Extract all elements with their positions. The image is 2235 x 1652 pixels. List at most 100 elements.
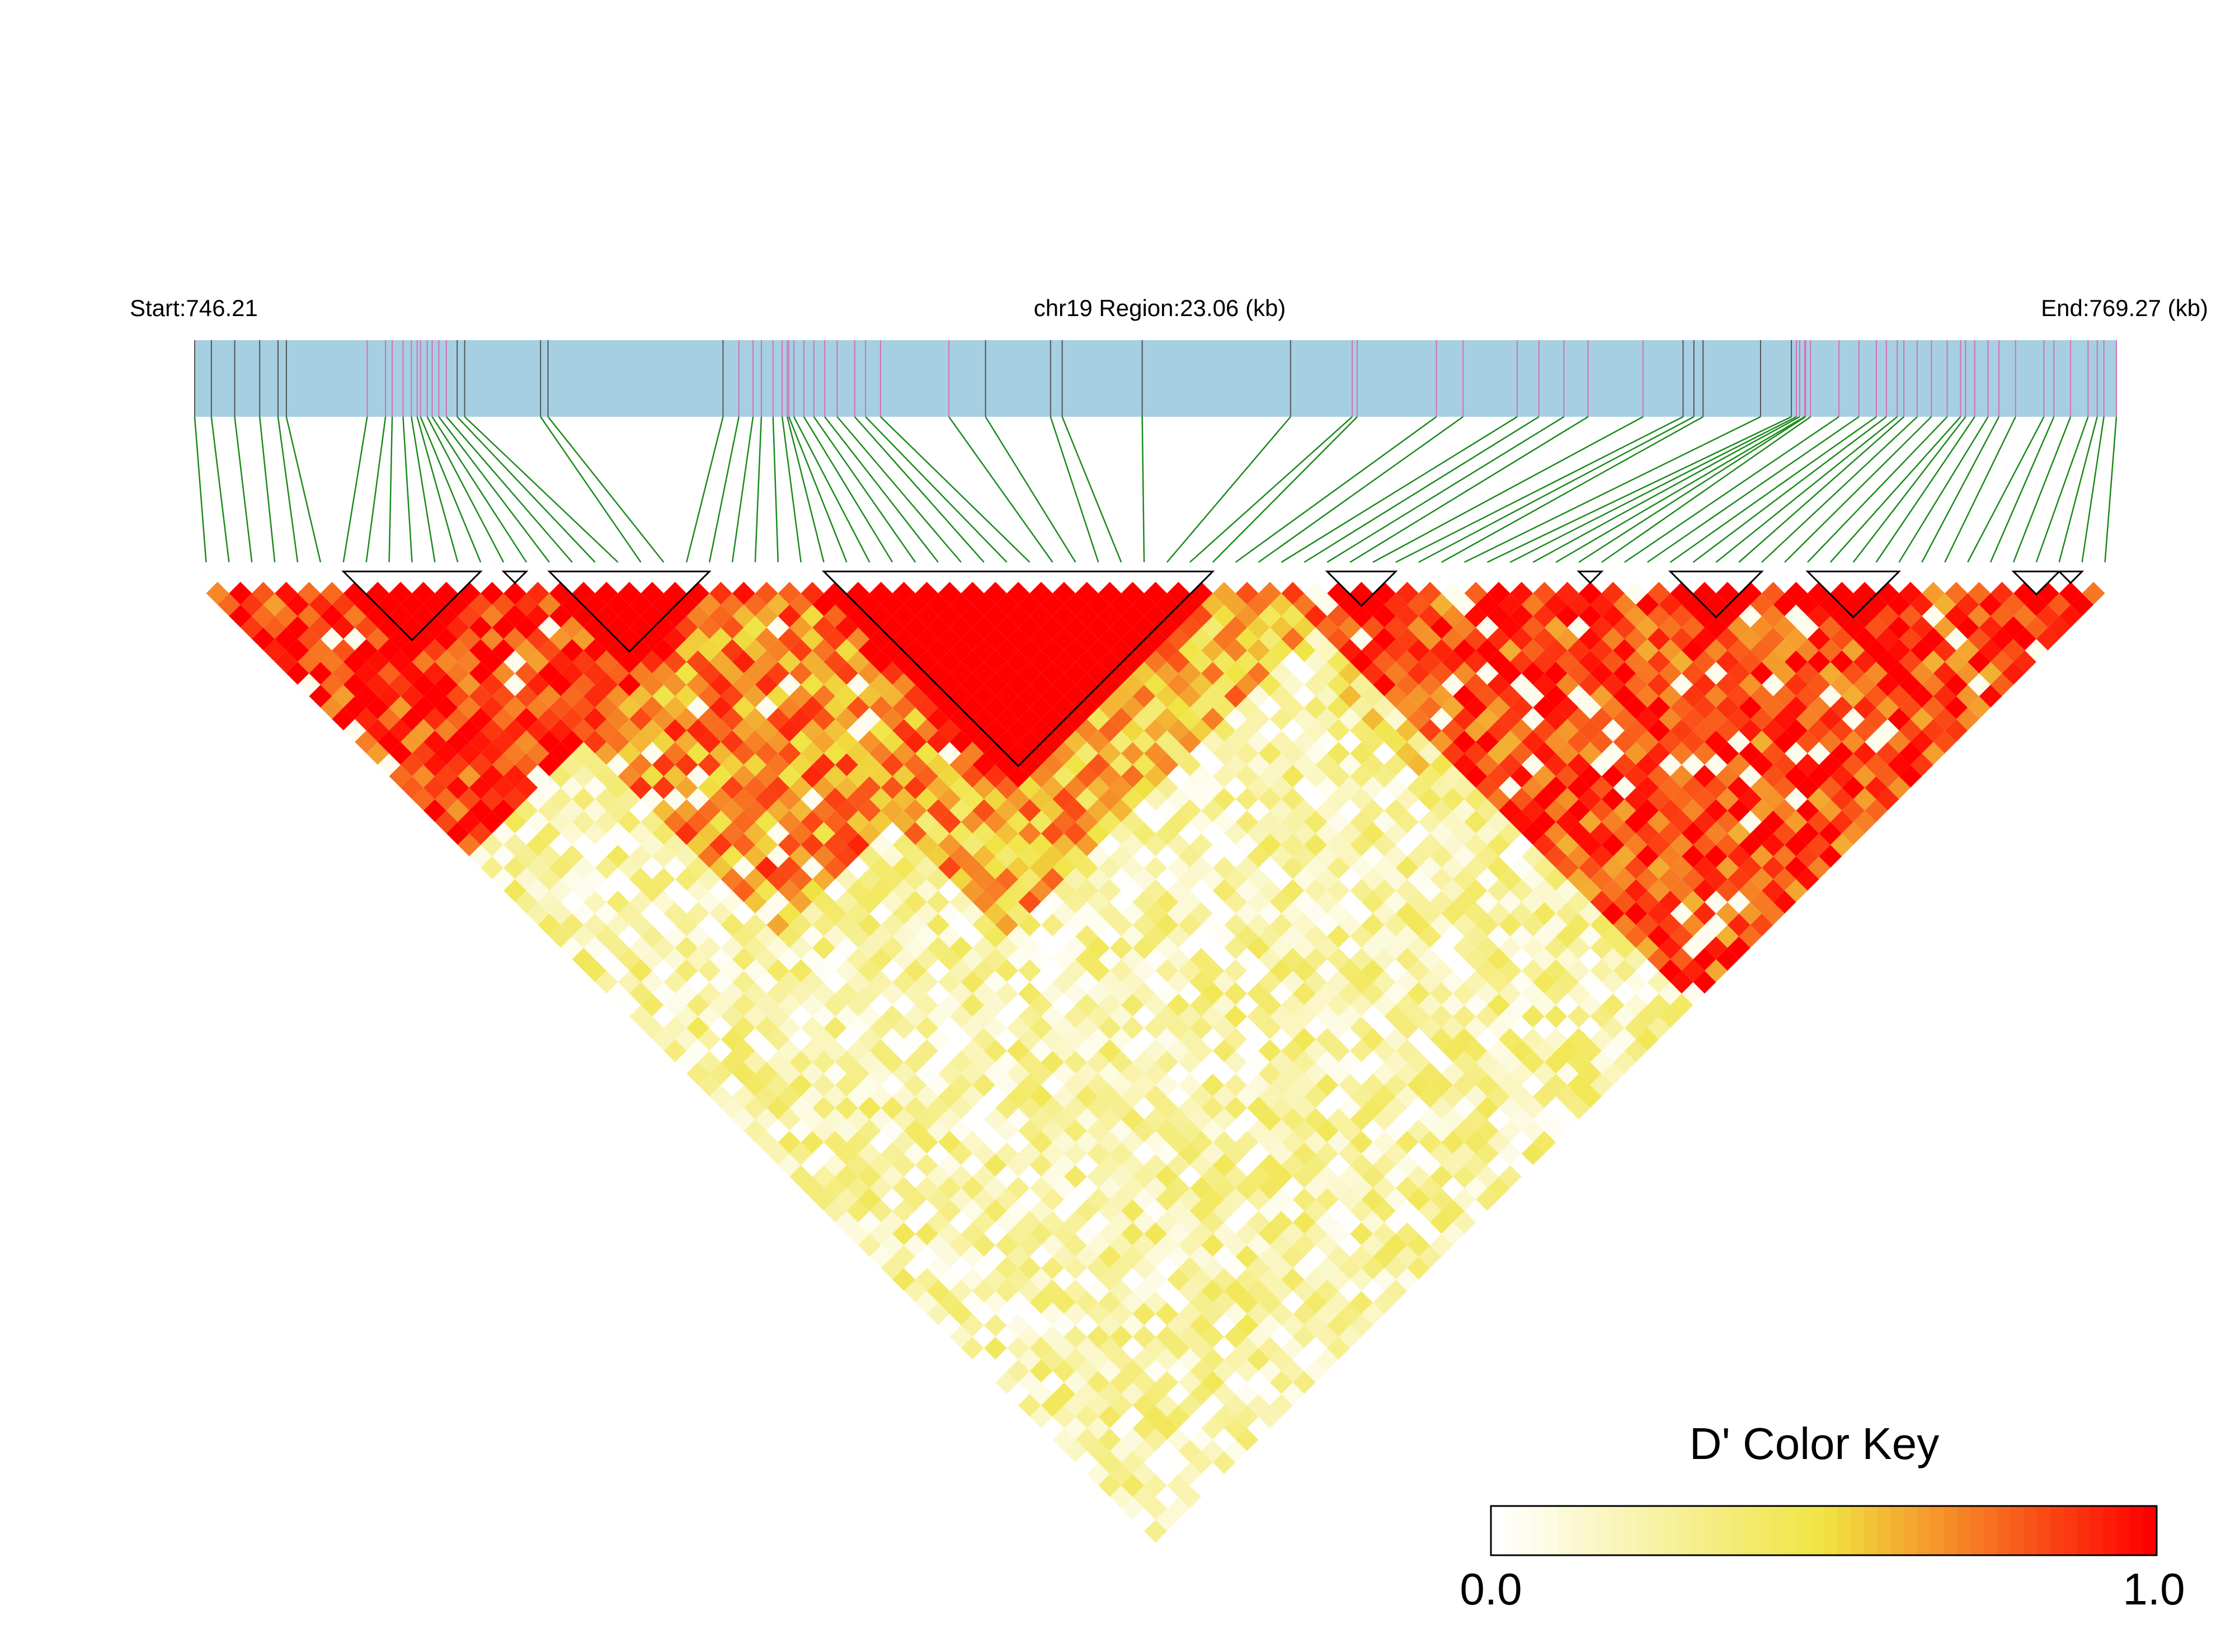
ld-cell (606, 753, 629, 776)
ld-cell (1613, 982, 1636, 1005)
ld-cell (1567, 982, 1591, 1005)
ld-cell (789, 1005, 813, 1028)
ld-cell (1510, 971, 1533, 994)
ld-cell (721, 913, 744, 936)
ld-cell (961, 833, 984, 856)
ld-cell (1098, 833, 1122, 856)
ld-cell (1384, 845, 1408, 868)
ld-cell (1029, 1359, 1053, 1383)
ld-cell (892, 1199, 916, 1222)
ld-cell (1441, 719, 1465, 742)
ld-cell (481, 788, 504, 811)
ld-cell (1086, 1302, 1110, 1326)
ld-cell (1487, 1085, 1511, 1108)
snp-connector (1761, 416, 1918, 563)
ld-cell (1064, 1325, 1087, 1348)
ld-cell (1693, 925, 1716, 948)
ld-cell (1132, 799, 1156, 822)
ld-cell (1384, 776, 1408, 799)
ld-cell (1991, 673, 2013, 696)
ld-cell (1144, 1359, 1167, 1383)
ld-cell (492, 868, 515, 891)
ld-cell (1098, 948, 1122, 971)
ld-cell (1338, 799, 1362, 822)
ld-cell (869, 833, 893, 856)
ld-cell (629, 707, 652, 731)
ld-cell (1258, 627, 1282, 651)
ld-cell (1132, 1508, 1156, 1532)
ld-cell (1579, 902, 1602, 925)
ld-cell (1624, 902, 1648, 925)
ld-cell (984, 673, 1007, 696)
ld-block-outline (1805, 571, 1902, 619)
ld-cell (1269, 1074, 1293, 1097)
ld-cell (1956, 593, 1979, 616)
ld-cell (641, 948, 664, 971)
ld-cell (1567, 822, 1591, 845)
color-key-swatch (1531, 1506, 1545, 1555)
ld-cell (846, 1085, 870, 1108)
ld-cell (1773, 822, 1796, 845)
ld-cell (1659, 707, 1682, 731)
ld-cell (1372, 673, 1396, 696)
ld-cell (1189, 1039, 1213, 1062)
ld-cell (1327, 948, 1351, 971)
ld-cell (1086, 913, 1110, 936)
ld-cell (1132, 1165, 1156, 1188)
ld-cell (1430, 1119, 1453, 1142)
ld-block-outline (1325, 571, 1398, 608)
ld-cell (1476, 730, 1499, 754)
ld-cell (1762, 902, 1785, 925)
ld-cell (1361, 982, 1385, 1005)
snp-connector (1464, 416, 1761, 563)
ld-cell (309, 639, 332, 662)
ld-cell (1372, 696, 1396, 719)
ld-cell (1075, 1405, 1099, 1429)
ld-cell (1281, 994, 1305, 1016)
ld-cell (766, 1051, 790, 1074)
ld-cell (1235, 994, 1259, 1016)
snp-connector (1418, 416, 1695, 563)
ld-cell (1327, 719, 1351, 742)
ld-cell (1189, 994, 1213, 1016)
ld-cell (1064, 891, 1087, 914)
ld-cell (1029, 971, 1053, 994)
ld-cell (1269, 868, 1293, 891)
start-label: Start:746.21 (130, 295, 258, 321)
ld-cell (629, 753, 652, 776)
ld-cell (1350, 879, 1373, 902)
ld-cell (1166, 1382, 1190, 1406)
ld-cell (904, 753, 927, 776)
ld-cell (1098, 971, 1122, 994)
ld-cell (1212, 604, 1236, 628)
ld-cell (1247, 1005, 1270, 1028)
ld-cell (1487, 879, 1511, 902)
ld-cell (1544, 868, 1568, 891)
ld-cell (1899, 673, 1922, 696)
snp-connector (2081, 416, 2105, 563)
ld-cell (972, 1325, 996, 1348)
ld-cell (664, 833, 687, 856)
ld-cell (1086, 1142, 1110, 1165)
color-key-bar (1491, 1506, 2157, 1555)
ld-cell (1201, 1371, 1225, 1394)
snp-connector (865, 416, 1008, 563)
ld-cell (1682, 913, 1705, 936)
ld-cell (2036, 582, 2059, 605)
ld-cell (1453, 1005, 1476, 1028)
ld-cell (1247, 1188, 1270, 1211)
ld-cell (2059, 604, 2082, 628)
ld-cell (1464, 788, 1488, 811)
ld-cell (1075, 1268, 1099, 1291)
ld-cell (1624, 604, 1648, 628)
ld-cell (801, 1085, 824, 1108)
ld-cell (446, 822, 469, 845)
ld-cell (1785, 810, 1808, 834)
ld-cell (1212, 1428, 1236, 1451)
ld-cell (1853, 742, 1876, 765)
ld-cell (801, 810, 824, 834)
ld-heatmap-cells (206, 582, 2105, 1543)
ld-cell (904, 1028, 927, 1051)
ld-cell (1269, 593, 1293, 616)
ld-cell (1350, 1176, 1373, 1200)
